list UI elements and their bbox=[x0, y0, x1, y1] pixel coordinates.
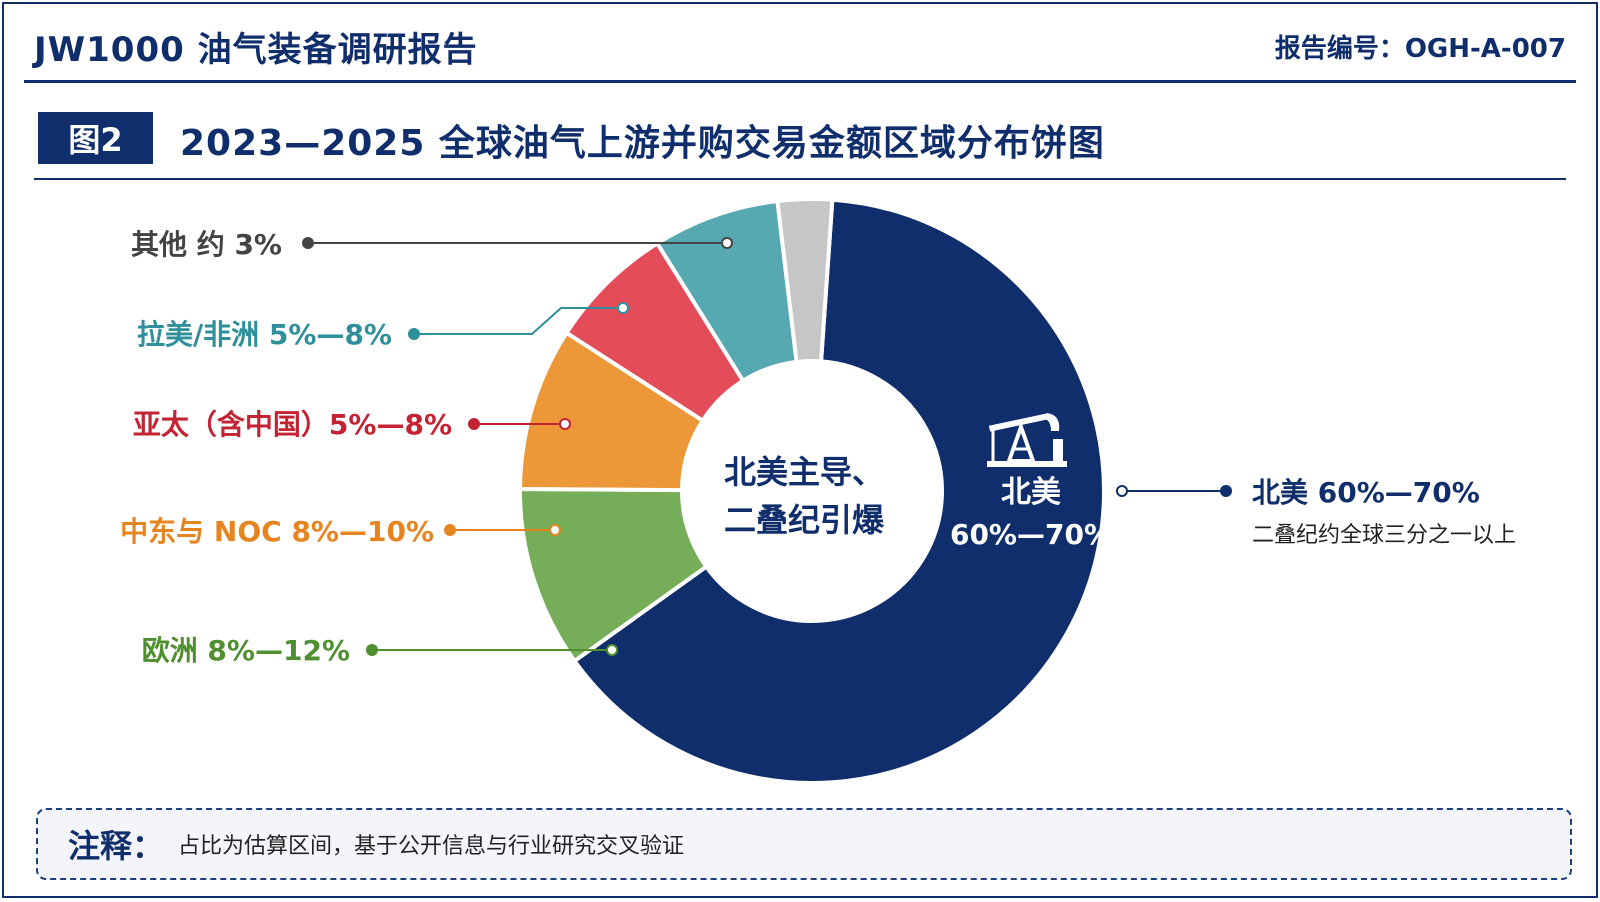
leader-dot-0 bbox=[1220, 485, 1232, 497]
legend-label-5: 其他 约 3% bbox=[131, 228, 282, 261]
leader-dot-5 bbox=[302, 237, 314, 249]
center-label-line-2: 二叠纪引爆 bbox=[724, 501, 885, 539]
slice-label-north-america: 北美 bbox=[1001, 475, 1061, 510]
legend-label-3: 亚太（含中国）5%—8% bbox=[133, 408, 452, 441]
legend-label-1: 欧洲 8%—12% bbox=[142, 634, 350, 667]
leader-anchor-1 bbox=[606, 644, 618, 656]
leader-anchor-5 bbox=[721, 237, 733, 249]
north-america-sub-label: 二叠纪约全球三分之一以上 bbox=[1252, 523, 1516, 548]
legend-label-0: 北美 60%—70% bbox=[1252, 476, 1480, 509]
leader-anchor-0 bbox=[1116, 485, 1128, 497]
note-text: 占比为估算区间，基于公开信息与行业研究交叉验证 bbox=[178, 834, 685, 859]
report-number: 报告编号：OGH-A-007 bbox=[1274, 34, 1566, 64]
leader-dot-4 bbox=[408, 328, 420, 340]
leader-anchor-4 bbox=[617, 302, 629, 314]
oil-pumpjack-icon bbox=[987, 413, 1067, 467]
legend-label-2: 中东与 NOC 8%—10% bbox=[120, 515, 434, 548]
header-divider bbox=[24, 80, 1576, 83]
pie-slice-5 bbox=[775, 197, 835, 365]
note-box: 注释： 占比为估算区间，基于公开信息与行业研究交叉验证 bbox=[36, 808, 1572, 880]
note-label: 注释： bbox=[68, 827, 165, 865]
leader-anchor-3 bbox=[559, 418, 571, 430]
leader-dot-2 bbox=[444, 524, 456, 536]
center-label-line-1: 北美主导、 bbox=[724, 453, 884, 491]
leader-dot-1 bbox=[366, 644, 378, 656]
legend-label-4: 拉美/非洲 5%—8% bbox=[137, 318, 392, 351]
report-title: JW1000 油气装备调研报告 bbox=[34, 30, 478, 70]
figure-badge: 图2 bbox=[38, 112, 153, 164]
leader-dot-3 bbox=[468, 418, 480, 430]
leader-line-4 bbox=[414, 307, 623, 335]
donut-chart: 北美主导、二叠纪引爆 北美 60%—70% 北美 60%—70% 欧洲 8%—12% 中东… bbox=[120, 197, 1516, 785]
slice-value-north-america: 60%—70% bbox=[950, 518, 1112, 551]
figure-divider bbox=[34, 178, 1566, 180]
figure-title: 2023—2025 全球油气上游并购交易金额区域分布饼图 bbox=[180, 123, 1105, 164]
pie-slice-0 bbox=[571, 197, 1106, 785]
leader-anchor-2 bbox=[549, 524, 561, 536]
